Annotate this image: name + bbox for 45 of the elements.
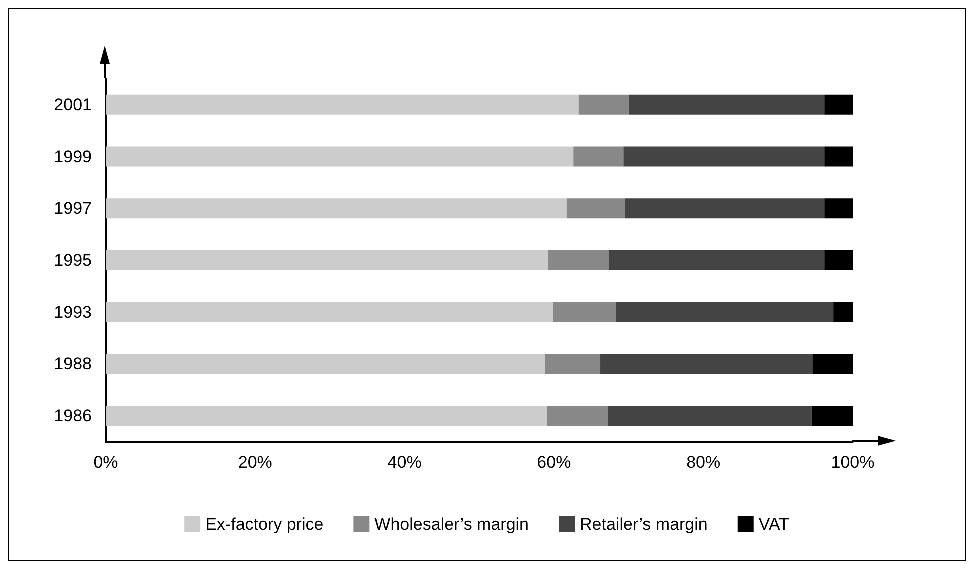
bar bbox=[106, 354, 546, 374]
bar bbox=[106, 302, 554, 322]
x-tick-label: 80% bbox=[686, 453, 721, 472]
y-tick-label: 2001 bbox=[54, 95, 92, 114]
legend-label: VAT bbox=[758, 515, 790, 534]
legend-label: Wholesaler’s margin bbox=[374, 515, 530, 534]
bar bbox=[106, 198, 567, 219]
bar bbox=[824, 250, 853, 270]
bar bbox=[106, 406, 548, 426]
bar bbox=[106, 94, 579, 115]
y-tick-label: 1995 bbox=[54, 251, 92, 270]
bar bbox=[812, 406, 853, 426]
bar bbox=[106, 146, 574, 167]
bar bbox=[574, 146, 624, 167]
bar bbox=[547, 406, 608, 426]
bar bbox=[553, 302, 616, 322]
bar bbox=[616, 302, 834, 322]
bar bbox=[600, 354, 813, 374]
y-tick-label: 1999 bbox=[54, 147, 92, 166]
y-tick-label: 1986 bbox=[54, 406, 92, 426]
bar bbox=[106, 250, 548, 270]
bar bbox=[548, 250, 610, 270]
bar bbox=[824, 94, 853, 115]
bar bbox=[812, 354, 853, 374]
bar bbox=[608, 406, 812, 426]
y-tick-label: 1993 bbox=[54, 302, 92, 322]
bar bbox=[834, 302, 853, 322]
bar bbox=[625, 198, 825, 219]
bar bbox=[566, 198, 626, 219]
bar bbox=[824, 198, 853, 219]
bar bbox=[578, 94, 629, 115]
x-tick-label: 0% bbox=[94, 453, 118, 472]
x-tick-label: 20% bbox=[238, 453, 272, 472]
bar bbox=[628, 94, 825, 115]
bar bbox=[545, 354, 601, 374]
legend-label: Retailer’s margin bbox=[580, 515, 708, 534]
bar bbox=[624, 146, 825, 167]
x-tick-label: 60% bbox=[537, 453, 572, 472]
x-tick-label: 100% bbox=[831, 453, 875, 472]
y-tick-label: 1997 bbox=[54, 199, 92, 218]
legend-label: Ex-factory price bbox=[206, 515, 324, 534]
y-tick-label: 1988 bbox=[54, 354, 92, 374]
bar bbox=[609, 250, 825, 270]
x-tick-label: 40% bbox=[388, 453, 422, 472]
bar bbox=[824, 146, 853, 167]
